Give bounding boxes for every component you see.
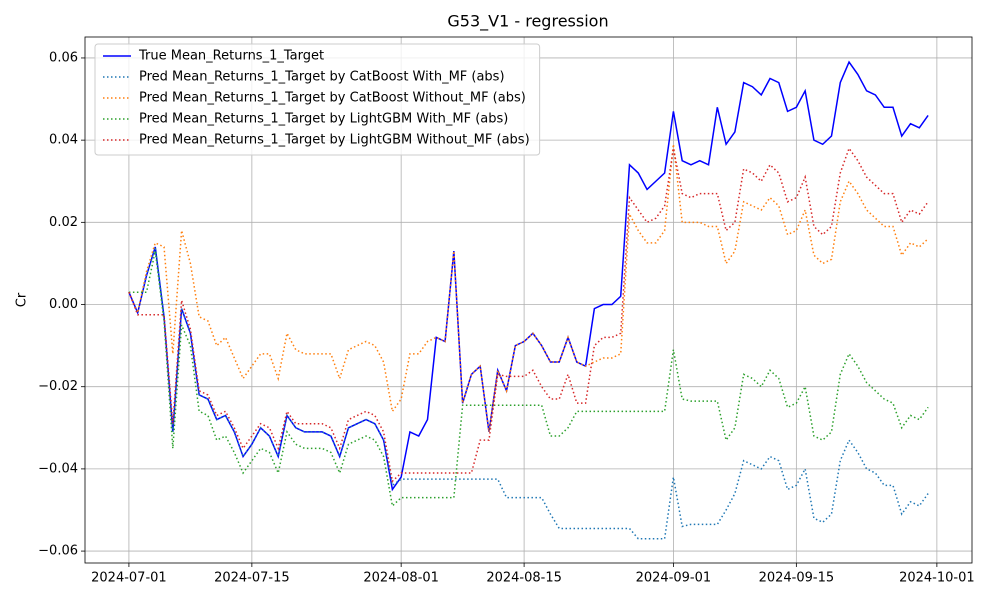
y-tick-label: 0.06: [49, 50, 78, 65]
x-tick-label: 2024-09-01: [636, 571, 712, 586]
x-tick-label: 2024-07-01: [91, 571, 167, 586]
legend-label: Pred Mean_Returns_1_Target by CatBoost W…: [139, 91, 526, 106]
legend-label: Pred Mean_Returns_1_Target by CatBoost W…: [139, 70, 505, 85]
legend-label: Pred Mean_Returns_1_Target by LightGBM W…: [139, 112, 508, 127]
x-tick-label: 2024-09-15: [759, 571, 835, 586]
x-tick-label: 2024-07-15: [214, 571, 290, 586]
series-line: [128, 250, 929, 508]
y-tick-label: −0.02: [38, 379, 78, 394]
series-line: [128, 146, 929, 483]
x-tick-label: 2024-08-15: [486, 571, 562, 586]
y-axis-label: Cr: [15, 292, 30, 307]
y-tick-label: 0.04: [49, 133, 78, 148]
series-line: [128, 60, 929, 492]
series-line: [128, 246, 929, 540]
axes-frame: [84, 36, 973, 564]
y-tick-label: 0.02: [49, 215, 78, 230]
legend-label: Pred Mean_Returns_1_Target by LightGBM W…: [139, 133, 530, 148]
y-tick-label: −0.04: [38, 461, 78, 476]
legend-box: [94, 43, 541, 156]
y-tick-label: −0.06: [38, 544, 78, 559]
chart-title: G53_V1 - regression: [447, 12, 608, 32]
x-tick-label: 2024-08-01: [363, 571, 439, 586]
legend-label: True Mean_Returns_1_Target: [138, 49, 324, 64]
y-tick-label: 0.00: [49, 297, 78, 312]
x-tick-label: 2024-10-01: [899, 571, 975, 586]
plot-area: [128, 60, 929, 540]
